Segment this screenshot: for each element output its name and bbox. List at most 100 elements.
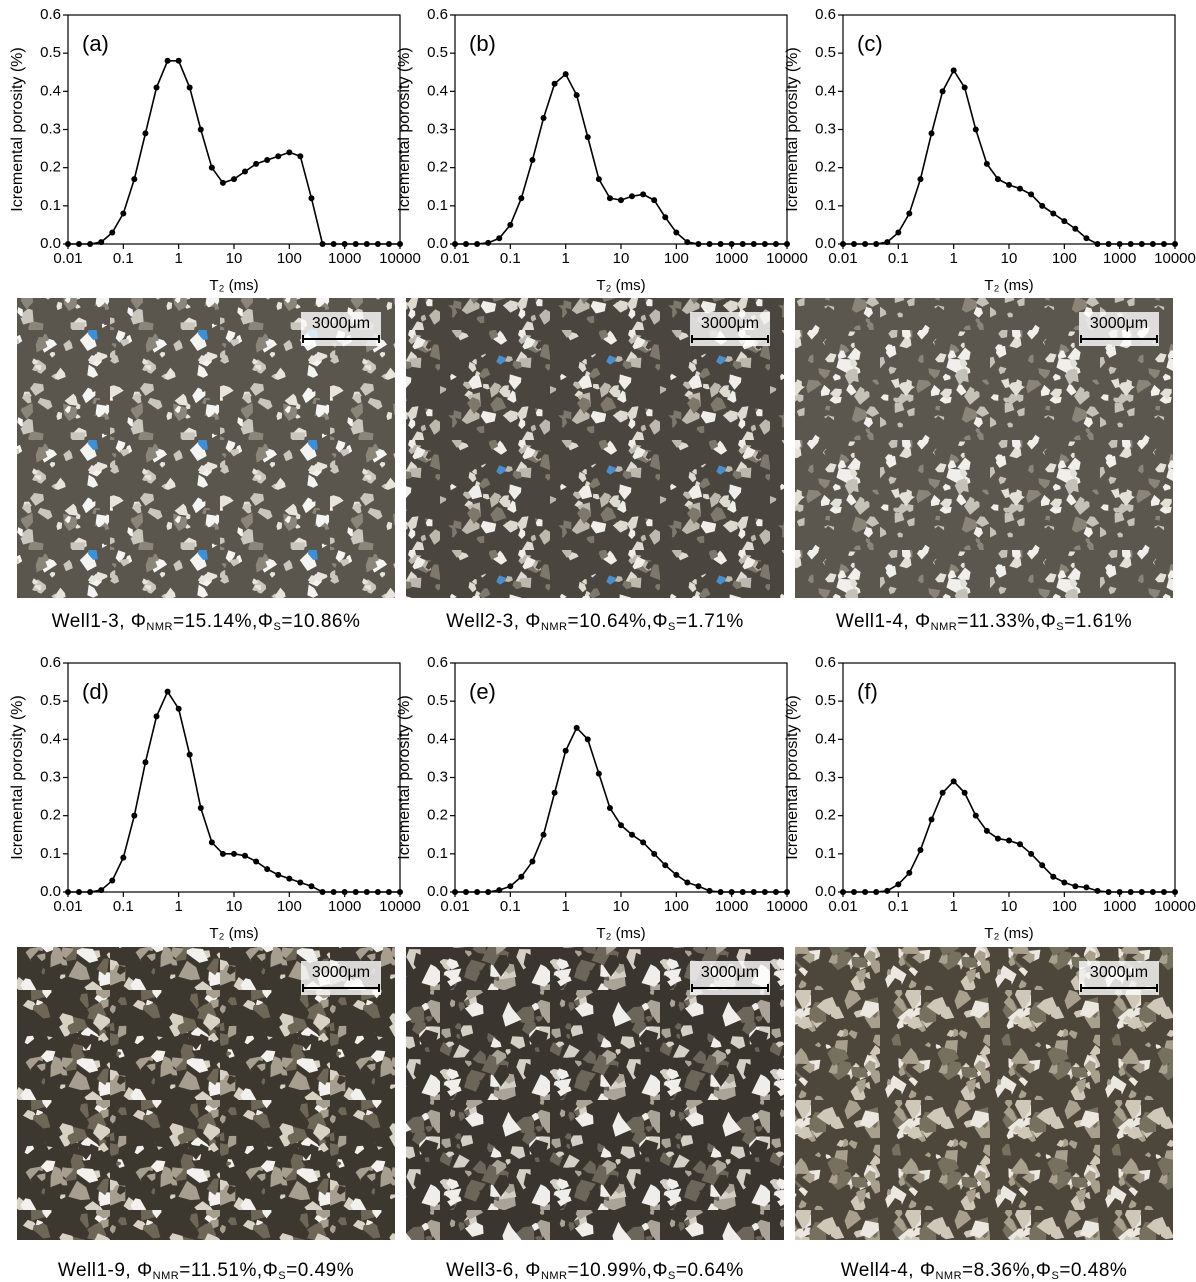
data-point	[773, 241, 779, 247]
data-point	[187, 85, 193, 91]
data-point	[684, 239, 690, 245]
y-tick-label: 0.5	[815, 692, 836, 709]
data-point	[308, 883, 314, 889]
data-point	[275, 153, 281, 159]
data-point	[264, 157, 270, 163]
x-axis-label: T₂ (ms)	[984, 277, 1033, 294]
x-axis-label: T₂ (ms)	[596, 925, 645, 942]
data-point	[364, 889, 370, 895]
scale-bar-label: 3000μm	[1090, 315, 1148, 332]
data-point	[1017, 841, 1023, 847]
x-tick-label: 10000	[766, 250, 808, 267]
data-point	[176, 58, 182, 64]
data-point	[1150, 889, 1156, 895]
data-point	[1172, 889, 1178, 895]
y-tick-label: 0.6	[40, 654, 61, 671]
panel-label: (e)	[469, 679, 496, 704]
data-point	[607, 805, 613, 811]
data-point	[209, 165, 215, 171]
data-point	[109, 230, 115, 236]
plot-frame	[843, 663, 1175, 892]
caption-part: NMR	[153, 1270, 180, 1282]
data-point	[552, 81, 558, 87]
y-axis-label: Icremental porosity (%)	[784, 695, 801, 860]
data-point	[142, 759, 148, 765]
x-tick-label: 0.01	[440, 250, 469, 267]
data-point	[585, 134, 591, 140]
data-point	[154, 85, 160, 91]
data-point	[452, 241, 458, 247]
data-point	[673, 230, 679, 236]
scale-bar-label: 3000μm	[1090, 964, 1148, 981]
data-point	[784, 241, 790, 247]
y-tick-label: 0.2	[40, 159, 61, 176]
x-tick-label: 10	[613, 898, 630, 915]
x-tick-label: 0.1	[113, 250, 134, 267]
x-tick-label: 1	[949, 898, 957, 915]
caption-part: =0.49%	[286, 1260, 354, 1281]
y-axis-label: Icremental porosity (%)	[396, 695, 413, 860]
data-point	[563, 748, 569, 754]
caption-part: NMR	[931, 621, 958, 633]
x-tick-label: 10	[613, 250, 630, 267]
data-point	[87, 889, 93, 895]
data-point	[929, 816, 935, 822]
x-tick-label: 1000	[715, 250, 748, 267]
data-point	[962, 790, 968, 796]
data-point	[1028, 191, 1034, 197]
data-point	[1117, 889, 1123, 895]
data-point	[198, 127, 204, 133]
data-point	[1050, 210, 1056, 216]
data-point	[940, 790, 946, 796]
data-point	[651, 197, 657, 203]
y-tick-label: 0.4	[815, 730, 836, 747]
data-point	[640, 839, 646, 845]
data-point	[485, 889, 491, 895]
data-point	[342, 889, 348, 895]
caption-part: =8.36%,Φ	[962, 1260, 1051, 1281]
caption-part: S	[278, 1270, 286, 1282]
caption-part: =10.64%,Φ	[568, 611, 668, 632]
data-point	[209, 839, 215, 845]
data-point	[973, 813, 979, 819]
data-point	[1083, 884, 1089, 890]
y-tick-label: 0.5	[427, 44, 448, 61]
data-point	[851, 889, 857, 895]
y-tick-label: 0.1	[427, 845, 448, 862]
x-tick-label: 0.01	[440, 898, 469, 915]
data-point	[906, 210, 912, 216]
caption-part: =1.71%	[676, 611, 744, 632]
x-tick-label: 100	[1052, 250, 1077, 267]
x-tick-label: 10000	[766, 898, 808, 915]
data-point	[1006, 837, 1012, 843]
data-point	[286, 876, 292, 882]
data-point	[751, 241, 757, 247]
data-point	[120, 855, 126, 861]
data-line	[68, 692, 400, 892]
x-tick-label: 1000	[1103, 898, 1136, 915]
data-point	[397, 241, 403, 247]
data-point	[187, 752, 193, 758]
x-tick-label: 1000	[715, 898, 748, 915]
y-tick-label: 0.1	[40, 197, 61, 214]
data-point	[1128, 241, 1134, 247]
data-point	[1161, 241, 1167, 247]
data-point	[242, 853, 248, 859]
data-point	[973, 127, 979, 133]
data-point	[906, 870, 912, 876]
scale-bar-label: 3000μm	[312, 315, 370, 332]
x-tick-label: 0.01	[828, 898, 857, 915]
data-point	[331, 241, 337, 247]
y-axis-label: Icremental porosity (%)	[9, 47, 26, 212]
y-tick-label: 0.4	[427, 730, 448, 747]
caption-part: NMR	[541, 1270, 568, 1282]
data-point	[1106, 241, 1112, 247]
data-point	[463, 889, 469, 895]
scale-bar-label: 3000μm	[701, 964, 759, 981]
data-point	[1139, 889, 1145, 895]
data-point	[463, 241, 469, 247]
data-point	[673, 872, 679, 878]
data-point	[264, 866, 270, 872]
data-point	[120, 210, 126, 216]
caption-part: =10.86%	[281, 611, 360, 632]
